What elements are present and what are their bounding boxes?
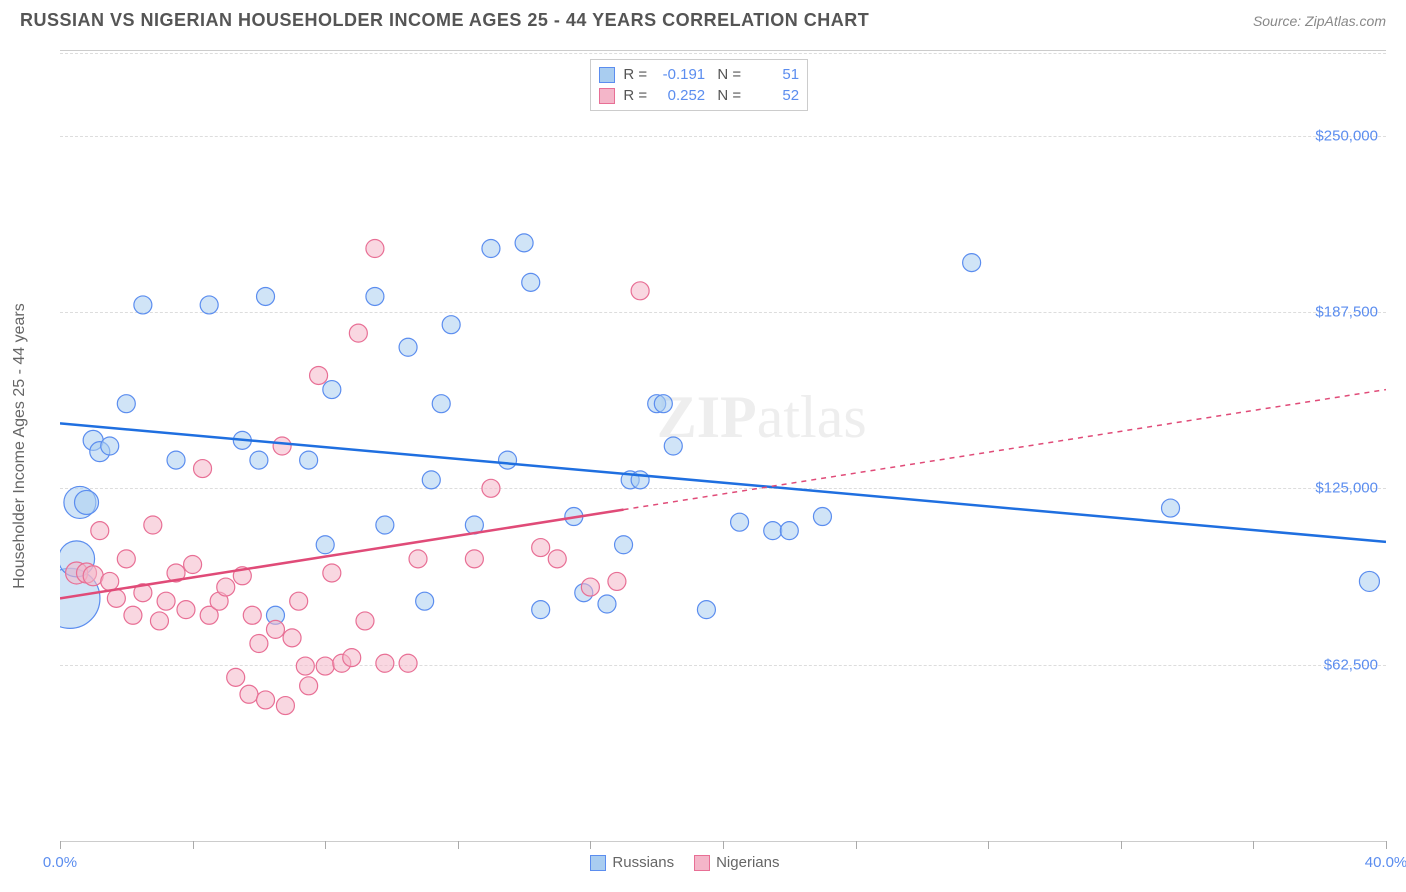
correlation-stats-box: R =-0.191 N =51 R =0.252 N =52 (590, 59, 808, 111)
legend-swatch-russians (590, 855, 606, 871)
x-tick-label: 0.0% (43, 854, 77, 871)
scatter-plot (60, 51, 1386, 841)
y-axis-label: Householder Income Ages 25 - 44 years (11, 303, 29, 589)
chart-title: RUSSIAN VS NIGERIAN HOUSEHOLDER INCOME A… (20, 10, 869, 31)
stat-row-russians: R =-0.191 N =51 (599, 64, 799, 85)
legend-item-russians: Russians (590, 854, 674, 871)
swatch-russians (599, 67, 615, 83)
swatch-nigerians (599, 88, 615, 104)
chart-area: Householder Income Ages 25 - 44 years ZI… (60, 50, 1386, 842)
stat-row-nigerians: R =0.252 N =52 (599, 85, 799, 106)
legend-swatch-nigerians (694, 855, 710, 871)
bottom-legend: Russians Nigerians (590, 854, 779, 871)
x-tick-label: 40.0% (1365, 854, 1406, 871)
legend-item-nigerians: Nigerians (694, 854, 779, 871)
chart-source: Source: ZipAtlas.com (1253, 13, 1386, 29)
